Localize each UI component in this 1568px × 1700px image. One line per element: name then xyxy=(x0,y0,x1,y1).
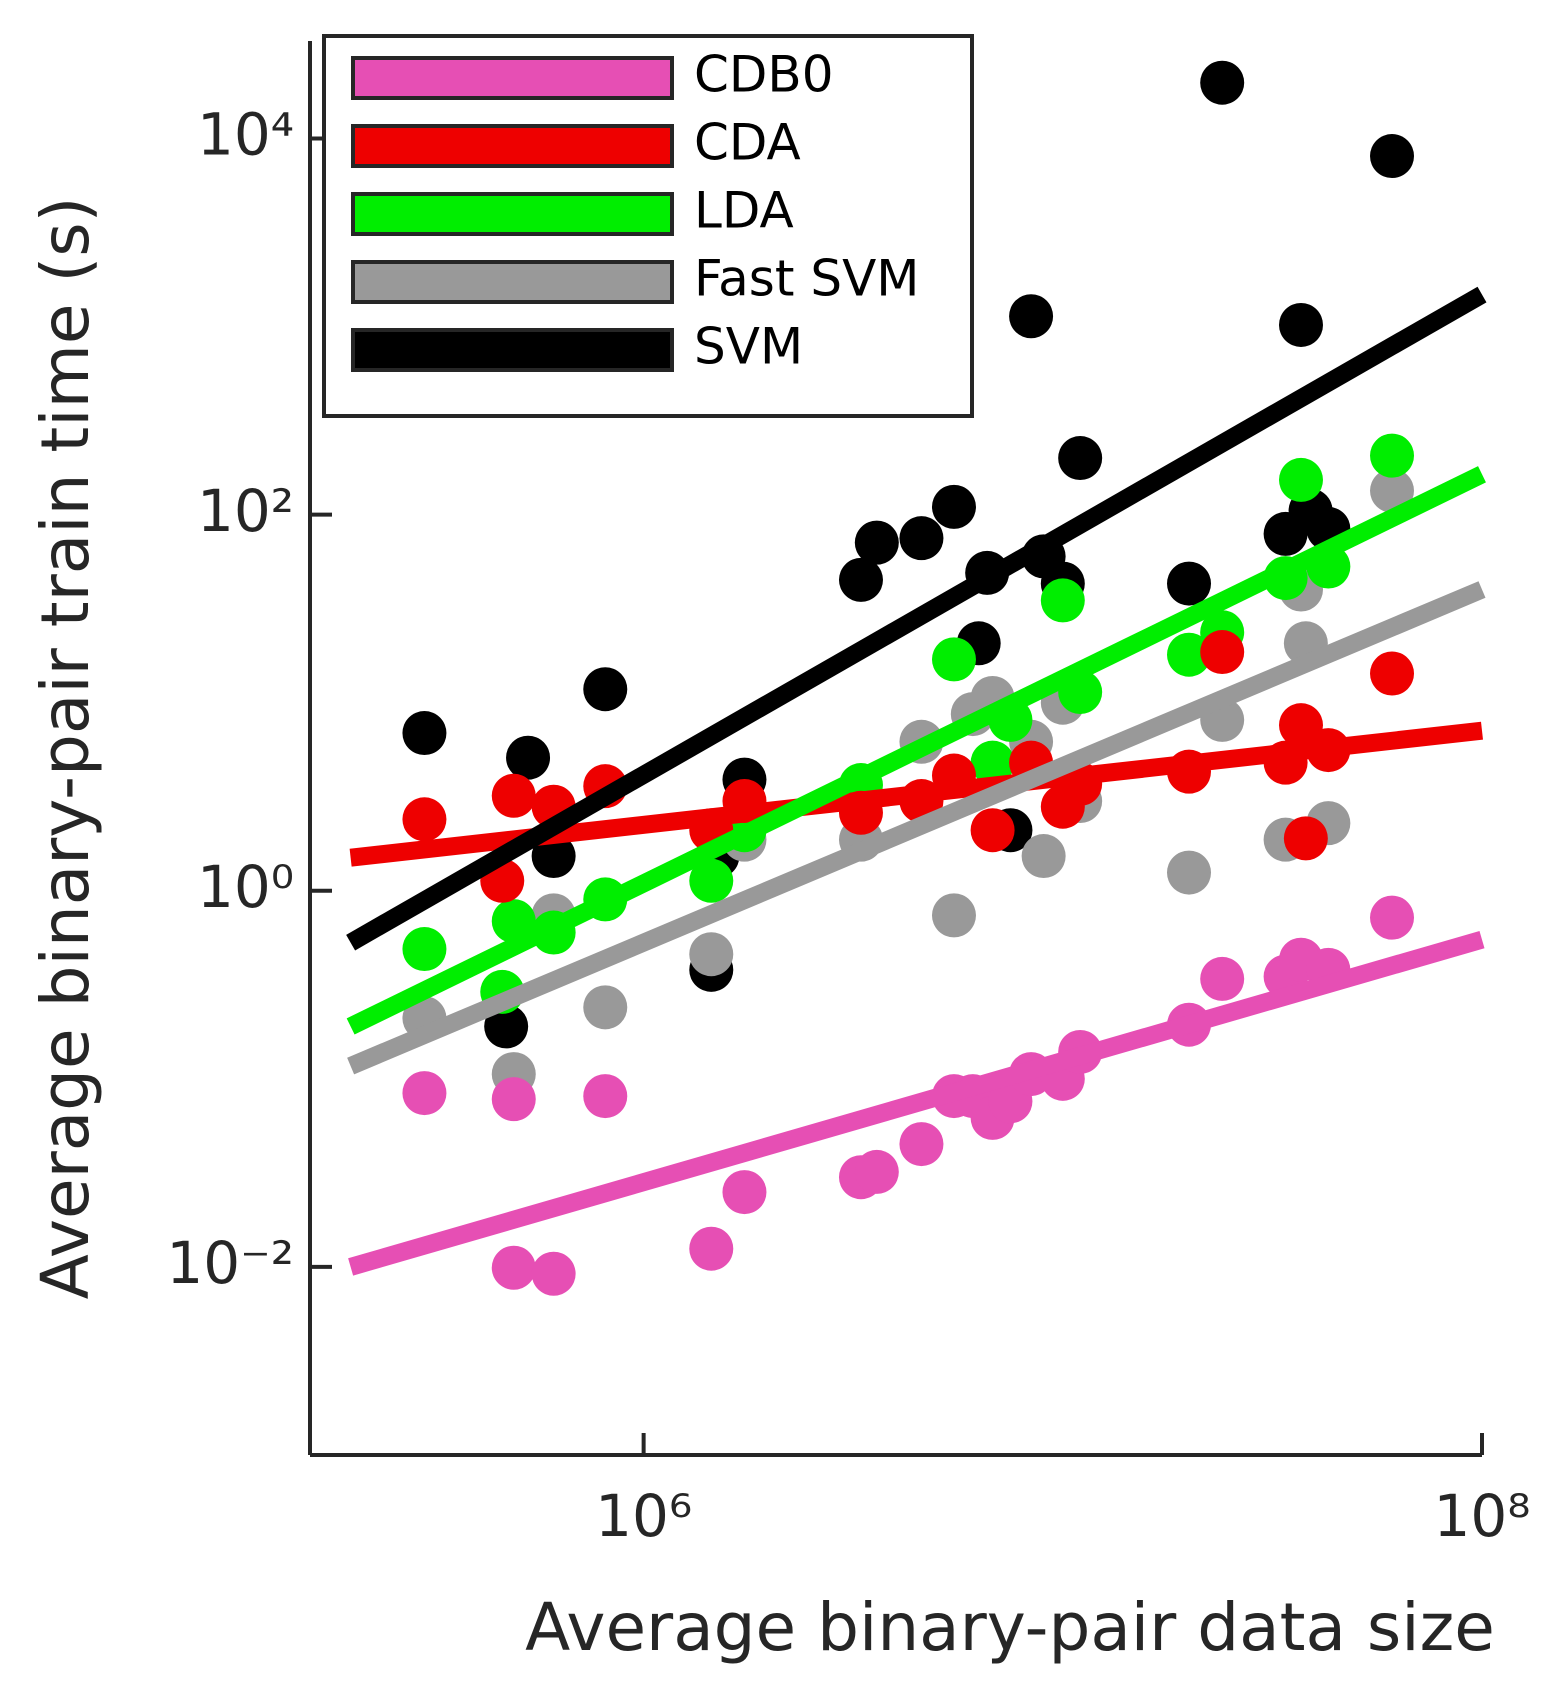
data-point xyxy=(1370,134,1415,179)
data-point xyxy=(1040,578,1085,623)
data-point xyxy=(1278,302,1323,347)
data-point xyxy=(1200,60,1245,105)
data-point xyxy=(1009,294,1054,339)
data-point xyxy=(689,858,734,903)
fit-line xyxy=(346,466,1486,1035)
data-point xyxy=(1058,436,1103,481)
y-tick-label: 10⁴ xyxy=(197,101,294,169)
data-point xyxy=(931,893,976,938)
data-point xyxy=(1278,457,1323,502)
data-point xyxy=(402,927,447,972)
data-point xyxy=(689,1226,734,1271)
data-point xyxy=(402,797,447,842)
data-point xyxy=(1021,834,1066,879)
data-point xyxy=(491,1077,536,1122)
data-point xyxy=(402,711,447,756)
x-tick-label: 10⁶ xyxy=(595,1482,692,1550)
data-point xyxy=(402,1071,447,1116)
data-point xyxy=(1370,433,1415,478)
data-point xyxy=(854,1149,899,1194)
data-point xyxy=(583,985,628,1030)
legend-label: LDA xyxy=(694,182,794,240)
legend-label: CDB0 xyxy=(694,46,834,104)
data-point xyxy=(931,637,976,682)
data-point xyxy=(970,808,1015,853)
legend: CDB0 CDA LDA Fast SVM SVM xyxy=(322,34,974,418)
data-point xyxy=(1200,630,1245,675)
legend-swatch xyxy=(351,260,674,304)
data-point xyxy=(1370,468,1415,513)
x-axis-label: Average binary-pair data size xyxy=(525,1589,1495,1666)
data-point xyxy=(689,932,734,977)
legend-label: SVM xyxy=(694,318,803,376)
data-point xyxy=(484,1004,529,1049)
data-point xyxy=(722,1170,767,1215)
y-axis-label: Average binary-pair train time (s) xyxy=(27,197,104,1300)
y-tick-label: 10⁰ xyxy=(197,853,294,921)
data-point xyxy=(838,557,883,602)
fit-layer xyxy=(346,286,1487,1276)
legend-swatch xyxy=(351,328,674,372)
data-point xyxy=(506,735,551,780)
legend-swatch xyxy=(351,192,674,236)
axes: 10⁶ 10⁸ 10⁻² 10⁰ 10² 10⁴ xyxy=(166,41,1531,1550)
data-point xyxy=(931,484,976,529)
data-point xyxy=(1167,561,1211,606)
fit-line xyxy=(347,581,1486,1075)
data-point xyxy=(583,1074,628,1119)
data-point xyxy=(1167,850,1211,895)
fit-line xyxy=(348,930,1485,1276)
data-point xyxy=(899,1122,944,1167)
data-point xyxy=(491,1245,536,1290)
data-point xyxy=(899,516,944,561)
data-point xyxy=(970,740,1015,785)
data-point xyxy=(854,520,899,565)
legend-swatch xyxy=(351,56,674,100)
legend-label: CDA xyxy=(694,114,801,172)
data-point xyxy=(1200,956,1245,1001)
data-point xyxy=(1370,651,1415,696)
y-tick-label: 10⁻² xyxy=(166,1229,294,1297)
data-point xyxy=(583,667,628,712)
y-tick-label: 10² xyxy=(197,477,294,545)
data-point xyxy=(1370,895,1415,940)
legend-swatch xyxy=(351,124,674,168)
data-point xyxy=(1283,816,1328,861)
data-point xyxy=(491,773,536,818)
data-point xyxy=(1167,632,1211,677)
legend-label: Fast SVM xyxy=(694,250,919,308)
fit-line xyxy=(346,286,1487,951)
x-tick-label: 10⁸ xyxy=(1433,1482,1530,1550)
data-point xyxy=(531,1251,576,1296)
